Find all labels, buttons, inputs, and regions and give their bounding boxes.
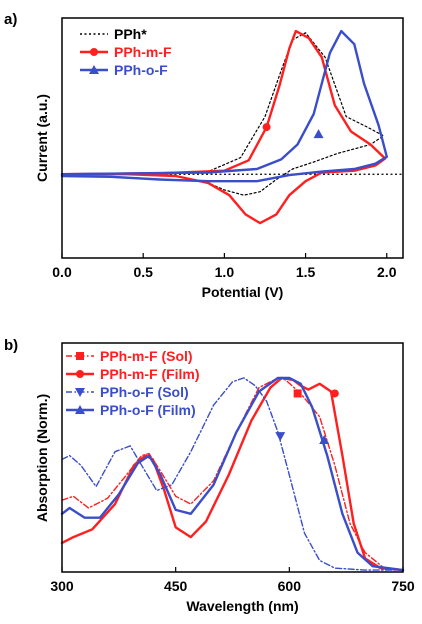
panel-a-series-1-line [60,29,387,225]
panel-a-label: a) [4,11,17,28]
panel-b-legend-0-marker [76,352,84,360]
panel-b-label: b) [4,337,18,354]
panel-a-series-2-line [60,29,388,183]
panel-a-frame [61,17,404,259]
panel-b-legend-2-label: PPh-o-F (Sol) [100,384,189,400]
panel-a-series-2-marker-0 [313,129,324,139]
panel-a-xtick-label-1: 0.5 [133,264,153,280]
panel-a-xtick-label-2: 1.0 [215,264,235,280]
panel-b-series-1-line [60,376,405,572]
panel-a-legend-0-label: PPh* [114,26,147,42]
panel-a-legend-2-label: PPh-o-F [114,62,168,78]
panel-a-legend-1-label: PPh-m-F [114,44,172,60]
panel-a-legend-1-marker [90,48,98,56]
panel-a-xtick-label-3: 1.5 [296,264,316,280]
panel-b-series-3-line [60,376,405,572]
panel-b-x-axis-label: Wavelength (nm) [186,598,298,614]
panel-b-series-3-marker-0 [319,435,330,445]
panel-b-legend-1-marker [76,370,84,378]
panel-b-legend-3-marker [75,405,85,414]
panel-b-legend-2-marker [75,388,85,397]
panel-a-series-0-line [61,32,385,196]
panel-b-series-1-marker-0 [330,389,339,398]
panel-b-y-axis-label: Absorption (Norm.) [34,394,50,522]
panel-b-legend-3-label: PPh-o-F (Film) [100,402,196,418]
panel-a-x-axis-label: Potential (V) [202,284,284,300]
panel-b-frame [61,342,404,573]
panel-a-xtick-label-0: 0.0 [52,264,72,280]
panel-a-series-1-marker-0 [262,123,271,132]
panel-b-series-2-line [61,377,404,571]
panel-a-y-axis-label: Current (a.u.) [34,94,50,182]
panel-b-xtick-label-3: 750 [391,578,415,594]
panel-b-legend-0-label: PPh-m-F (Sol) [100,348,193,364]
panel-b-xtick-label-1: 450 [164,578,188,594]
panel-b-legend-1-label: PPh-m-F (Film) [100,366,200,382]
panel-a-legend-2-marker [89,65,99,74]
panel-b-series-0-marker-0 [293,389,302,398]
panel-b-series-2-marker-0 [275,432,286,442]
panel-b-xtick-label-0: 300 [50,578,74,594]
panel-a-xtick-label-4: 2.0 [377,264,397,280]
panel-b-xtick-label-2: 600 [278,578,302,594]
